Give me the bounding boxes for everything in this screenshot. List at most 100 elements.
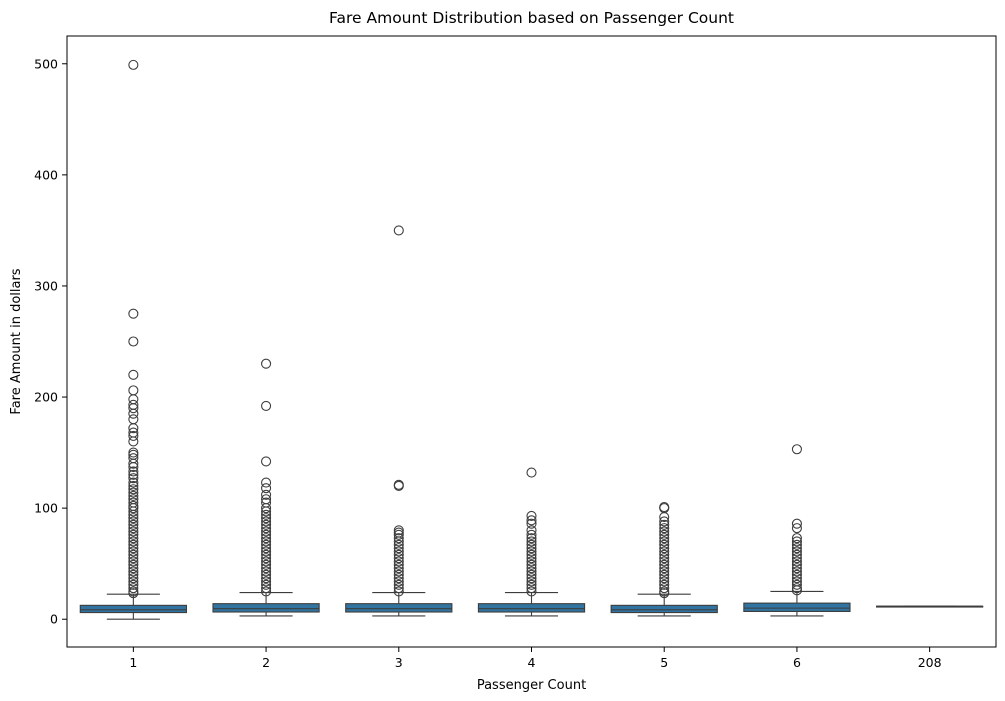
outlier-point xyxy=(128,414,139,425)
outlier-point xyxy=(128,516,139,527)
box-2 xyxy=(212,358,320,617)
outlier-point xyxy=(526,539,537,550)
outlier-point xyxy=(128,576,139,587)
outlier-point xyxy=(261,546,272,557)
outlier-point xyxy=(526,510,537,521)
outlier-point xyxy=(659,569,670,580)
outlier-point xyxy=(128,466,139,477)
outlier-point xyxy=(791,523,802,534)
outlier-point xyxy=(526,576,537,587)
x-tick-label: 5 xyxy=(660,655,668,670)
outlier-point xyxy=(128,59,139,70)
box-body xyxy=(477,603,586,613)
axes-spines xyxy=(66,35,997,648)
outlier-point xyxy=(261,576,272,587)
y-tick-label: 200 xyxy=(34,390,58,405)
outlier-point xyxy=(128,408,139,419)
box-body xyxy=(743,602,851,613)
outlier-point xyxy=(659,526,670,537)
outlier-point xyxy=(128,473,139,484)
outlier-point xyxy=(128,403,139,414)
boxes xyxy=(79,59,984,620)
outlier-point xyxy=(128,556,139,567)
outlier-point xyxy=(659,533,670,544)
outlier-point xyxy=(659,519,670,530)
outlier-point xyxy=(393,539,404,550)
outlier-point xyxy=(659,516,670,527)
outlier-point xyxy=(128,423,139,434)
outlier-point xyxy=(791,543,802,554)
outlier-point xyxy=(791,539,802,550)
y-axis-label: Fare Amount in dollars xyxy=(9,268,24,414)
outlier-point xyxy=(261,536,272,547)
outlier-point xyxy=(261,506,272,517)
outlier-point xyxy=(261,519,272,530)
outlier-point xyxy=(526,525,537,536)
outlier-point xyxy=(791,533,802,544)
outlier-point xyxy=(128,469,139,480)
outlier-point xyxy=(393,536,404,547)
axes-frame xyxy=(66,35,997,648)
outlier-point xyxy=(261,556,272,567)
outlier-point xyxy=(791,569,802,580)
outlier-point xyxy=(261,523,272,534)
outlier-point xyxy=(128,506,139,517)
box-body xyxy=(79,604,187,614)
outlier-point xyxy=(393,546,404,557)
outlier-point xyxy=(261,549,272,560)
outlier-point xyxy=(526,553,537,564)
box-body xyxy=(345,603,453,613)
outlier-point xyxy=(659,529,670,540)
outlier-point xyxy=(393,566,404,577)
box-body xyxy=(212,603,320,613)
outlier-point xyxy=(791,566,802,577)
outlier-point xyxy=(791,518,802,529)
outlier-point xyxy=(393,480,404,491)
box-6 xyxy=(743,444,851,617)
outlier-point xyxy=(526,573,537,584)
outlier-point xyxy=(526,467,537,478)
outlier-point xyxy=(393,569,404,580)
outlier-point xyxy=(261,533,272,544)
outlier-point xyxy=(128,539,139,550)
outlier-point xyxy=(791,559,802,570)
outlier-point xyxy=(128,461,139,473)
outlier-point xyxy=(261,513,272,524)
outlier-point xyxy=(128,588,139,599)
outlier-point xyxy=(659,523,670,534)
outlier-point xyxy=(393,563,404,574)
outlier-point xyxy=(526,529,537,540)
outlier-point xyxy=(659,546,670,557)
outlier-point xyxy=(261,573,272,584)
outlier-point xyxy=(261,553,272,564)
x-tick-label: 3 xyxy=(395,655,403,670)
outlier-point xyxy=(526,546,537,557)
outlier-point xyxy=(659,536,670,547)
outlier-point xyxy=(261,358,272,369)
outlier-point xyxy=(526,556,537,567)
outlier-point xyxy=(128,573,139,584)
outlier-point xyxy=(526,583,537,594)
outlier-point xyxy=(128,546,139,557)
outlier-point xyxy=(791,549,802,560)
outlier-point xyxy=(526,536,537,547)
outlier-point xyxy=(128,559,139,570)
outlier-point xyxy=(128,519,139,530)
outlier-point xyxy=(261,516,272,527)
outlier-point xyxy=(393,543,404,554)
outlier-point xyxy=(526,559,537,570)
outlier-point xyxy=(393,529,404,540)
outlier-point xyxy=(128,503,139,514)
outlier-point xyxy=(526,579,537,590)
outlier-point xyxy=(659,573,670,584)
outlier-point xyxy=(659,543,670,554)
outlier-point xyxy=(261,526,272,537)
outlier-point xyxy=(128,563,139,574)
outlier-point xyxy=(659,588,670,599)
box-1 xyxy=(79,59,187,620)
outlier-point xyxy=(128,536,139,547)
outlier-point xyxy=(261,579,272,590)
x-tick-label: 1 xyxy=(129,655,137,670)
outlier-point xyxy=(393,576,404,587)
